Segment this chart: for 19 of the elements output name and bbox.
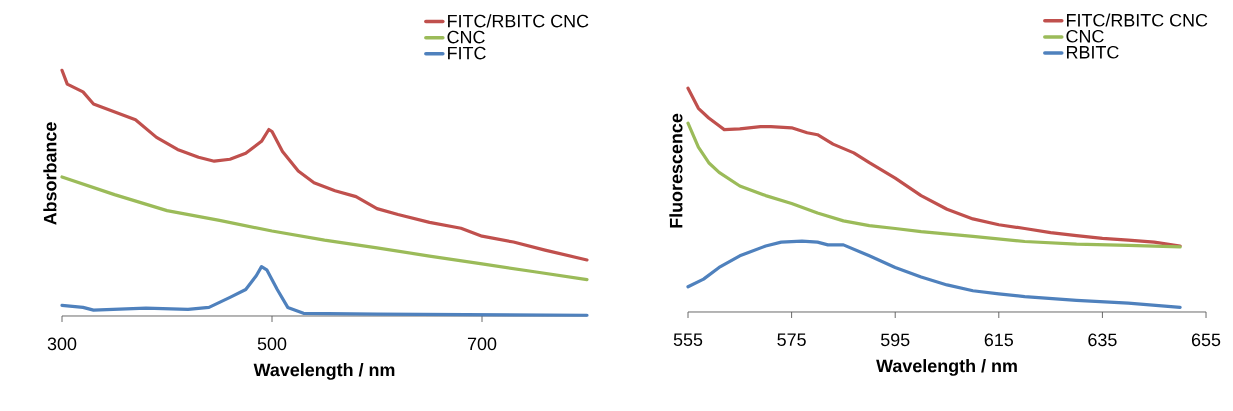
legend-label: FITC/RBITC CNC: [448, 14, 589, 28]
x-tick-label: 300: [47, 337, 77, 351]
x-tick-label: 635: [1088, 333, 1117, 347]
y-axis-title: Fluorescence: [669, 113, 683, 228]
x-tick-label: 700: [467, 337, 497, 351]
legend-label: CNC: [1066, 29, 1104, 43]
y-axis-title: Absorbance: [43, 122, 57, 225]
legend-label: RBITC: [1067, 45, 1119, 59]
x-tick-label: 575: [777, 333, 806, 347]
x-tick-label: 615: [984, 333, 1014, 347]
x-tick-label: 655: [1191, 333, 1221, 347]
x-axis-title: Wavelength / nm: [876, 359, 1017, 376]
legend-label: FITC/RBITC CNC: [1067, 13, 1208, 27]
x-tick-label: 500: [257, 337, 287, 351]
legend-label: CNC: [447, 30, 485, 44]
legend-label: FITC: [448, 46, 486, 60]
x-tick-label: 595: [880, 333, 910, 347]
x-tick-label: 555: [673, 333, 703, 347]
x-axis-title: Wavelength / nm: [253, 363, 395, 380]
